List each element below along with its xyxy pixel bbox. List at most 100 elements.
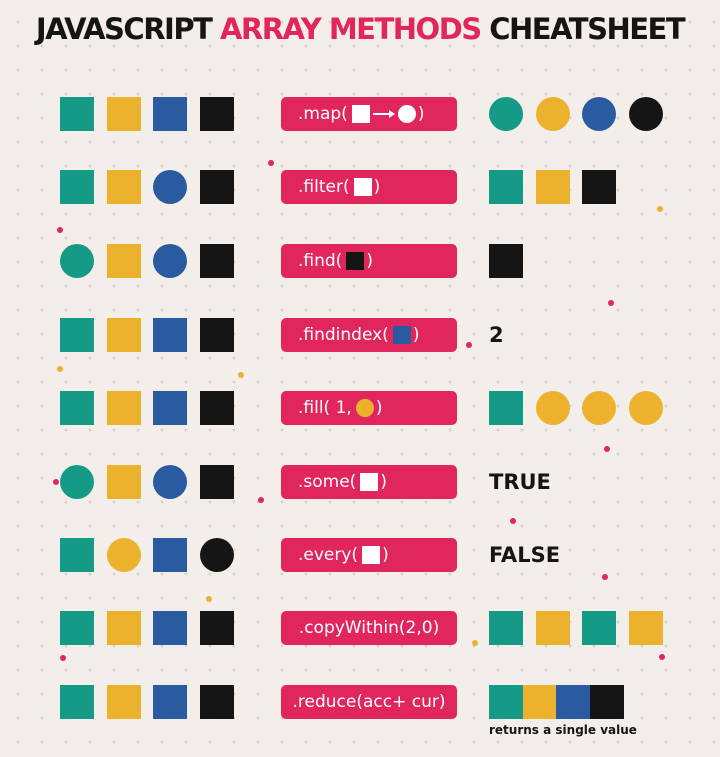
arg-white-square-icon <box>362 546 381 564</box>
result-value: TRUE <box>489 470 551 494</box>
page-title: JAVASCRIPT ARRAY METHODS CHEATSHEET <box>0 12 720 46</box>
input-teal-circle-icon <box>60 465 94 499</box>
method-name: .findindex( <box>298 325 389 345</box>
input-yellow-square-icon <box>107 97 141 131</box>
input-blue-square-icon <box>153 611 187 645</box>
row-copywithin: .copyWithin(2,0) <box>0 611 720 645</box>
method-name: .reduce(acc+ cur) <box>292 692 446 712</box>
input-black-square-icon <box>200 391 234 425</box>
method-pill-fill: .fill( 1, ) <box>281 391 457 425</box>
arg-white-square-icon <box>353 178 372 196</box>
input-blue-square-icon <box>153 538 187 572</box>
method-close-paren: ) <box>412 325 420 345</box>
reduced-black-segment <box>589 685 624 719</box>
output-yellow-square-icon <box>536 170 570 204</box>
input-yellow-circle-icon <box>107 538 141 572</box>
input-blue-square-icon <box>153 318 187 352</box>
output-teal-square-icon <box>489 391 523 425</box>
decorative-dot <box>60 655 66 661</box>
output-yellow-circle-icon <box>629 391 663 425</box>
decorative-dot <box>604 446 610 452</box>
decorative-dot <box>602 574 608 580</box>
input-black-square-icon <box>200 244 234 278</box>
input-black-square-icon <box>200 97 234 131</box>
input-teal-square-icon <box>60 97 94 131</box>
output-black-square-icon <box>582 170 616 204</box>
result-value: FALSE <box>489 543 561 567</box>
method-name: .map( <box>298 104 348 124</box>
reduced-yellow-segment <box>522 685 557 719</box>
row-fill: .fill( 1, ) <box>0 391 720 425</box>
method-pill-findindex: .findindex( ) <box>281 318 457 352</box>
decorative-dot <box>206 596 212 602</box>
input-teal-square-icon <box>60 391 94 425</box>
input-blue-square-icon <box>153 391 187 425</box>
decorative-dot <box>466 342 472 348</box>
input-black-square-icon <box>200 611 234 645</box>
output-teal-square-icon <box>489 611 523 645</box>
output-blue-circle-icon <box>582 97 616 131</box>
method-pill-copywithin: .copyWithin(2,0) <box>281 611 457 645</box>
method-pill-every: .every( ) <box>281 538 457 572</box>
decorative-dot <box>53 479 59 485</box>
decorative-dot <box>657 206 663 212</box>
input-yellow-square-icon <box>107 170 141 204</box>
arg-circle-icon <box>397 105 416 123</box>
row-find: .find( ) <box>0 244 720 278</box>
output-black-square-icon <box>489 244 523 278</box>
output-black-circle-icon <box>629 97 663 131</box>
method-name: .copyWithin(2,0) <box>298 618 440 638</box>
output-teal-square-icon <box>582 611 616 645</box>
row-reduce: .reduce(acc+ cur) returns a single value <box>0 685 720 737</box>
reduced-blue-segment <box>556 685 590 719</box>
arg-yellow-circle-icon <box>355 399 374 417</box>
method-name: .some( <box>298 472 357 492</box>
decorative-dot <box>608 300 614 306</box>
arg-white-square-icon <box>360 473 379 491</box>
reduce-caption: returns a single value <box>489 723 637 737</box>
decorative-dot <box>659 654 665 660</box>
input-yellow-square-icon <box>107 318 141 352</box>
arg-blue-square-icon <box>392 326 411 344</box>
decorative-dot <box>472 640 478 646</box>
method-close-paren: ) <box>375 398 383 418</box>
method-close-paren: ) <box>373 177 381 197</box>
method-pill-reduce: .reduce(acc+ cur) <box>281 685 457 719</box>
decorative-dot <box>510 518 516 524</box>
input-blue-circle-icon <box>153 170 187 204</box>
method-close-paren: ) <box>382 545 389 565</box>
input-teal-square-icon <box>60 611 94 645</box>
input-yellow-square-icon <box>107 611 141 645</box>
decorative-dot <box>258 497 264 503</box>
method-name: .every( <box>298 545 359 565</box>
arrow-right-icon <box>372 104 395 124</box>
input-black-square-icon <box>200 465 234 499</box>
method-close-paren: ) <box>366 251 373 271</box>
input-yellow-square-icon <box>107 685 141 719</box>
input-blue-circle-icon <box>153 465 187 499</box>
method-pill-map: .map( ) <box>281 97 457 131</box>
method-pill-find: .find( ) <box>281 244 457 278</box>
input-blue-square-icon <box>153 685 187 719</box>
decorative-dot <box>57 227 63 233</box>
input-teal-square-icon <box>60 538 94 572</box>
method-pill-filter: .filter( ) <box>281 170 457 204</box>
output-yellow-circle-icon <box>536 97 570 131</box>
decorative-dot <box>268 160 274 166</box>
input-teal-square-icon <box>60 170 94 204</box>
output-yellow-circle-icon <box>582 391 616 425</box>
row-map: .map( ) <box>0 97 720 131</box>
method-name: .find( <box>298 251 343 271</box>
input-yellow-square-icon <box>107 465 141 499</box>
title-part-1: JAVASCRIPT <box>35 12 220 46</box>
result-value: 2 <box>489 323 504 347</box>
arg-black-square-icon <box>346 252 365 270</box>
output-teal-circle-icon <box>489 97 523 131</box>
title-part-2: CHEATSHEET <box>480 12 685 46</box>
row-some: .some( ) TRUE <box>0 465 720 499</box>
output-yellow-circle-icon <box>536 391 570 425</box>
input-black-square-icon <box>200 170 234 204</box>
input-black-square-icon <box>200 685 234 719</box>
input-yellow-square-icon <box>107 244 141 278</box>
input-black-square-icon <box>200 318 234 352</box>
